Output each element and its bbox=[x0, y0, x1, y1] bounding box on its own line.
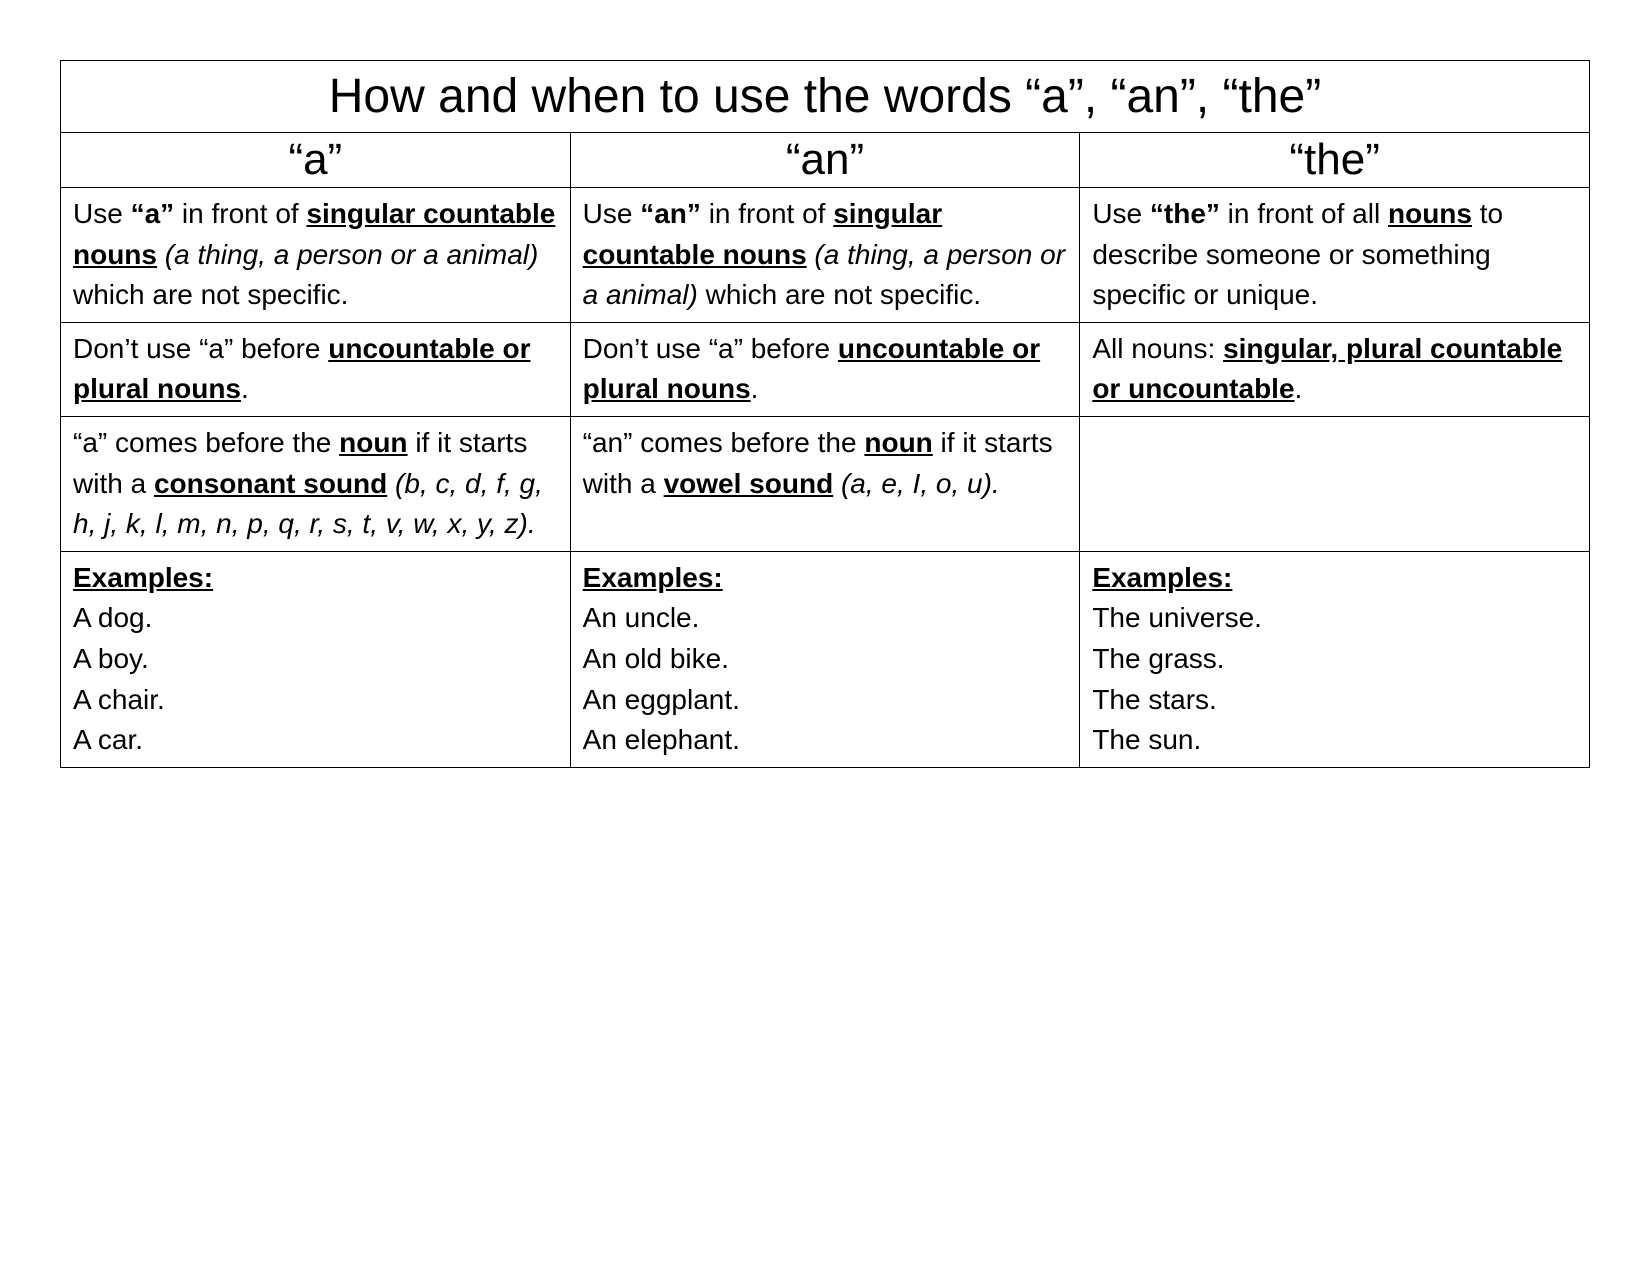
emph-nouns: nouns bbox=[1388, 198, 1472, 229]
an-rule3: “an” comes before the noun if it starts … bbox=[570, 416, 1080, 551]
emph-noun: noun bbox=[339, 427, 407, 458]
rule-row-1: Use “a” in front of singular countable n… bbox=[61, 188, 1590, 323]
example-item: An uncle. bbox=[583, 598, 1068, 639]
examples-label: Examples: bbox=[583, 558, 1068, 599]
text: “a” comes before the bbox=[73, 427, 339, 458]
emph-sound: vowel sound bbox=[664, 468, 834, 499]
a-rule3: “a” comes before the noun if it starts w… bbox=[61, 416, 571, 551]
text: in front of bbox=[174, 198, 306, 229]
example-item: An elephant. bbox=[583, 720, 1068, 761]
articles-table: How and when to use the words “a”, “an”,… bbox=[60, 60, 1590, 768]
examples-label: Examples: bbox=[73, 558, 558, 599]
example-item: A chair. bbox=[73, 680, 558, 721]
col-header-the: “the” bbox=[1080, 133, 1590, 188]
text: . bbox=[241, 373, 249, 404]
column-headers-row: “a” “an” “the” bbox=[61, 133, 1590, 188]
example-item: A dog. bbox=[73, 598, 558, 639]
the-rule3-empty bbox=[1080, 416, 1590, 551]
example-item: The sun. bbox=[1092, 720, 1577, 761]
text: Don’t use “a” before bbox=[583, 333, 838, 364]
the-rule1: Use “the” in front of all nouns to descr… bbox=[1080, 188, 1590, 323]
example-item: An eggplant. bbox=[583, 680, 1068, 721]
a-examples: Examples: A dog. A boy. A chair. A car. bbox=[61, 551, 571, 767]
text: All nouns: bbox=[1092, 333, 1223, 364]
col-header-an: “an” bbox=[570, 133, 1080, 188]
examples-label: Examples: bbox=[1092, 558, 1577, 599]
emph-word: “a” bbox=[131, 198, 175, 229]
page-title: How and when to use the words “a”, “an”,… bbox=[61, 61, 1590, 133]
paren: (a, e, I, o, u). bbox=[833, 468, 1000, 499]
text: Use bbox=[583, 198, 641, 229]
text: in front of bbox=[701, 198, 833, 229]
text: “an” comes before the bbox=[583, 427, 865, 458]
the-rule2: All nouns: singular, plural countable or… bbox=[1080, 322, 1590, 416]
text: in front of all bbox=[1220, 198, 1388, 229]
text: . bbox=[751, 373, 759, 404]
an-rule2: Don’t use “a” before uncountable or plur… bbox=[570, 322, 1080, 416]
an-examples: Examples: An uncle. An old bike. An eggp… bbox=[570, 551, 1080, 767]
the-examples: Examples: The universe. The grass. The s… bbox=[1080, 551, 1590, 767]
example-item: An old bike. bbox=[583, 639, 1068, 680]
example-item: The stars. bbox=[1092, 680, 1577, 721]
example-item: A boy. bbox=[73, 639, 558, 680]
emph-word: “an” bbox=[640, 198, 701, 229]
a-rule2: Don’t use “a” before uncountable or plur… bbox=[61, 322, 571, 416]
text: which are not specific. bbox=[698, 279, 981, 310]
col-header-a: “a” bbox=[61, 133, 571, 188]
text: which are not specific. bbox=[73, 279, 348, 310]
paren: (a thing, a person or a animal) bbox=[157, 239, 538, 270]
a-rule1: Use “a” in front of singular countable n… bbox=[61, 188, 571, 323]
text: Use bbox=[1092, 198, 1150, 229]
emph-sound: consonant sound bbox=[154, 468, 387, 499]
example-item: A car. bbox=[73, 720, 558, 761]
example-item: The grass. bbox=[1092, 639, 1577, 680]
text: Don’t use “a” before bbox=[73, 333, 328, 364]
example-item: The universe. bbox=[1092, 598, 1577, 639]
rule-row-3: “a” comes before the noun if it starts w… bbox=[61, 416, 1590, 551]
an-rule1: Use “an” in front of singular countable … bbox=[570, 188, 1080, 323]
emph-word: “the” bbox=[1150, 198, 1220, 229]
examples-row: Examples: A dog. A boy. A chair. A car. … bbox=[61, 551, 1590, 767]
rule-row-2: Don’t use “a” before uncountable or plur… bbox=[61, 322, 1590, 416]
emph-noun: noun bbox=[864, 427, 932, 458]
text: . bbox=[1295, 373, 1303, 404]
text: Use bbox=[73, 198, 131, 229]
